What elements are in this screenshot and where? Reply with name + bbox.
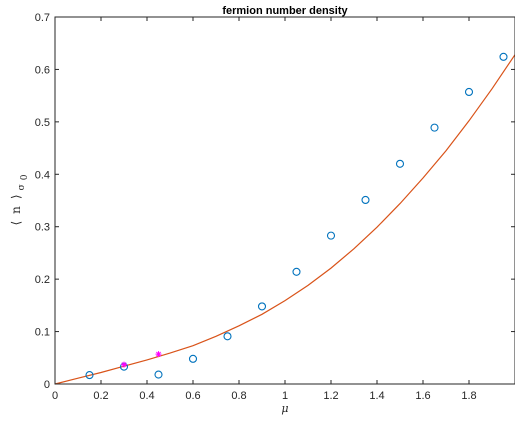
line-layer (54, 54, 515, 385)
circle-marker (326, 231, 336, 240)
y-tick-label: 0.7 (35, 12, 50, 24)
y-tick-label: 0.6 (35, 64, 50, 76)
circle-marker (430, 123, 439, 132)
x-tick-label: 1 (282, 390, 288, 402)
axes-box (54, 16, 515, 385)
y-axis-label-close: ⟩ (9, 194, 23, 199)
star-marker (155, 351, 162, 358)
x-tick-label: 0 (52, 390, 58, 402)
circle-marker (464, 87, 474, 97)
fit-curve (54, 54, 515, 385)
y-tick-label: 0 (44, 379, 50, 391)
y-axis-label-var: n (9, 206, 23, 214)
circle-marker (154, 370, 163, 379)
circle-marker (223, 332, 232, 341)
x-tick-label: 0.4 (139, 390, 154, 402)
x-axis-label: μ (281, 402, 288, 415)
y-axis-label-open: ⟨ (9, 221, 23, 226)
x-tick-label: 1.2 (323, 390, 338, 402)
circle-marker (395, 159, 405, 168)
ticks-layer: 0 0.2 0.4 0.6 0.8 1 1.2 1.4 1.6 1.8 0 0.1 0.2 0.3 0.4 0… (35, 12, 515, 402)
y-tick-label: 0.4 (35, 169, 50, 181)
circle-marker (499, 52, 508, 61)
x-tick-label: 0.2 (93, 390, 108, 402)
y-tick-label: 0.2 (35, 274, 50, 286)
x-tick-label: 0.8 (231, 390, 246, 402)
circle-marker (361, 195, 370, 205)
circle-marker (257, 302, 267, 311)
x-tick-label: 1.8 (461, 390, 476, 402)
chart-title: fermion number density (222, 5, 348, 17)
star-marker (121, 361, 127, 368)
x-tick-label: 1.4 (369, 390, 384, 402)
circle-marker (188, 354, 198, 363)
y-tick-label: 0.5 (35, 117, 50, 129)
circle-marker (85, 371, 94, 380)
y-tick-label: 0.3 (35, 222, 50, 234)
x-tick-label: 1.6 (415, 390, 430, 402)
x-tick-label: 0.6 (185, 390, 200, 402)
y-axis-label-sub: σ (17, 184, 27, 190)
marker-layer (85, 52, 508, 380)
y-axis-label-subsub: 0 (20, 174, 30, 180)
y-tick-label: 0.1 (35, 327, 50, 339)
circle-marker (292, 267, 301, 276)
y-axis-label: ⟨ n ⟩ σ 0 (7, 174, 30, 225)
svg-text:⟨ n ⟩ σ: ⟨ n ⟩ σ 0 (7, 174, 30, 225)
